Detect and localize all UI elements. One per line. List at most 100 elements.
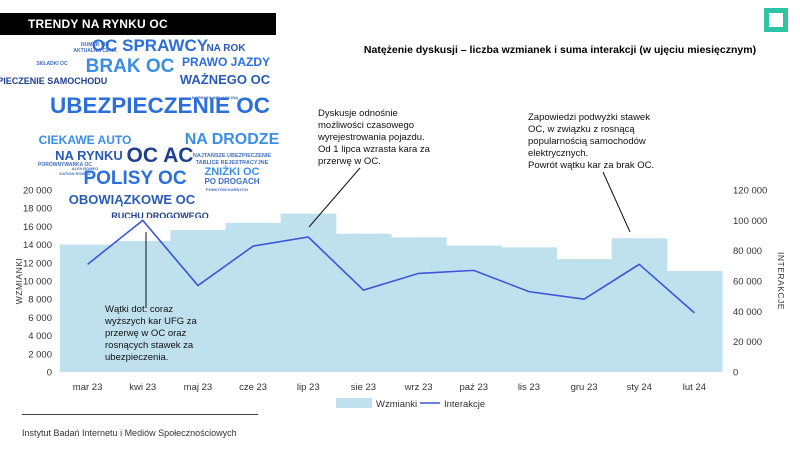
annotation-leader — [602, 171, 631, 233]
legend-label-wzmianki: Wzmianki — [376, 399, 417, 410]
word-cloud-word: OBOWIĄZKOWE OC — [69, 192, 196, 207]
annotation-line: elektrycznych. — [528, 148, 588, 159]
annotation-line: Od 1 lipca wzrasta kara za — [318, 144, 431, 155]
source-label: Instytut Badań Internetu i Mediów Społec… — [22, 428, 237, 438]
y-left-tick-label: 10 000 — [23, 277, 52, 288]
combo-chart: 0 2 000 4 000 6 000 8 000 10 000 12 000 14 000 1… — [14, 108, 786, 410]
word-cloud-word: NA DRODZE — [185, 131, 280, 148]
y-left-tick-label: 0 — [47, 368, 52, 379]
area-step-paź-23 — [446, 245, 502, 372]
x-tick-label: sty 24 — [627, 382, 652, 393]
legend: Wzmianki Interakcje — [336, 398, 485, 410]
x-tick-label: lut 24 — [683, 382, 706, 393]
y-left-tick-label: 8 000 — [28, 295, 52, 306]
x-tick-label: sie 23 — [351, 382, 376, 393]
y-left-tick-label: 18 000 — [23, 204, 52, 215]
word-cloud-word: PO DROGACH — [204, 177, 259, 186]
annotation-line: popularnością samochodów — [528, 136, 646, 147]
x-tick-label: gru 23 — [571, 382, 598, 393]
y-right-axis-title: INTERAKCJE — [776, 252, 786, 310]
annotation-leader — [308, 167, 361, 228]
word-cloud-word: WAŻNEGO OC — [180, 72, 271, 87]
y-right-tick-label: 20 000 — [733, 337, 762, 348]
area-step-gru-23 — [556, 259, 613, 372]
annotation-line: Zapowiedzi podwyżki stawek — [528, 112, 650, 123]
word-cloud-word: NA RYNKU — [55, 148, 123, 163]
word-cloud-word: NA ROK — [206, 43, 246, 54]
chart-heading: Natężenie dyskusji – liczba wzmianek i s… — [363, 44, 757, 56]
annotation-line: rosnących stawek za — [105, 340, 194, 351]
word-cloud-word: PRAWO JAZDY — [182, 55, 270, 69]
y-left-tick-label: 2 000 — [28, 349, 52, 360]
area-step-lis-23 — [501, 247, 557, 372]
legend-swatch-wzmianki — [336, 398, 372, 408]
word-cloud-word: PORÓWNYWARKA OC — [38, 160, 92, 168]
area-step-mar-23 — [60, 244, 116, 372]
word-cloud-word: RUCHU DROGOWEGO — [111, 211, 209, 218]
word-cloud-word: ZNIŻKI OC — [205, 165, 260, 178]
area-step-kwi-23 — [115, 240, 171, 372]
y-right-tick-label: 80 000 — [733, 246, 762, 257]
word-cloud-word: ALFA ROMEO — [72, 166, 99, 171]
word-cloud-word: OC AC — [127, 144, 194, 167]
y-right-tick-label: 40 000 — [733, 307, 762, 318]
series-interakcje-line — [87, 219, 695, 314]
annotation-line: przerwę w OC oraz — [105, 328, 187, 339]
annotation-line: Wątki dot. coraz — [105, 304, 173, 315]
x-tick-label: lip 23 — [297, 382, 320, 393]
word-cloud-word: NAJTAŃSZE UBEZPIECZENIE — [193, 151, 271, 159]
series-wzmianki — [60, 213, 723, 372]
word-cloud-word: KATION ROMEO — [59, 171, 90, 176]
y-left-tick-label: 12 000 — [23, 258, 52, 269]
area-step-sie-23 — [335, 233, 392, 372]
word-cloud-word: CIEKAWE AUTO — [39, 133, 132, 147]
word-cloud-word: POLISY OC — [83, 168, 186, 189]
annotation-line: Powrót wątku kar za brak OC. — [528, 160, 654, 171]
word-cloud-word: SKŁADKI OC — [36, 61, 68, 67]
annotation-line: wyrejestrowania pojazdu. — [317, 132, 425, 143]
word-cloud-word: KOREKTĄ INFLACYJNĄ — [192, 95, 238, 100]
word-cloud-word: PUNKTÓW KARNYCH — [206, 187, 248, 192]
word-cloud-word: UBEZPIECZENIE SAMOCHODU — [0, 76, 107, 86]
y-right-tick-label: 60 000 — [733, 277, 762, 288]
footer-divider — [22, 414, 258, 415]
word-cloud-word: AKTUALNA CENA — [73, 48, 117, 54]
x-tick-label: lis 23 — [518, 382, 540, 393]
area-step-wrz-23 — [391, 237, 447, 372]
annotation-line: wyższych kar UFG za — [104, 316, 198, 327]
x-tick-label: paź 23 — [459, 382, 488, 393]
section-title: TRENDY NA RYNKU OC — [0, 13, 276, 35]
word-cloud-word: BRAK OC — [86, 56, 175, 77]
y-left-axis-title: WZMIANKI — [14, 258, 24, 305]
x-tick-label: mar 23 — [73, 382, 103, 393]
annotation-line: ubezpieczenia. — [105, 352, 168, 363]
x-tick-label: cze 23 — [239, 382, 267, 393]
y-right-tick-label: 0 — [733, 368, 738, 379]
y-right-tick-label: 120 000 — [733, 186, 767, 197]
area-step-lut-24 — [666, 270, 723, 372]
word-cloud-word: NUMER VIN — [81, 42, 109, 48]
annotation-line: OC, w związku z rosnącą — [528, 124, 635, 135]
word-cloud-word: OC SPRAWCY — [92, 38, 209, 55]
area-step-cze-23 — [225, 222, 282, 372]
y-left-tick-label: 16 000 — [23, 222, 52, 233]
word-cloud-word: TABLICE REJESTRACYJNE — [196, 160, 269, 166]
brand-logo-icon — [764, 8, 788, 32]
y-left-tick-label: 20 000 — [23, 186, 52, 197]
y-left-tick-label: 6 000 — [28, 313, 52, 324]
y-left-tick-label: 14 000 — [23, 240, 52, 251]
area-step-maj-23 — [170, 230, 226, 372]
annotation-line: możliwości czasowego — [318, 120, 414, 131]
x-tick-label: kwi 23 — [129, 382, 156, 393]
y-left-tick-label: 4 000 — [28, 331, 52, 342]
x-tick-label: wrz 23 — [404, 382, 433, 393]
word-cloud-word: UBEZPIECZENIE OC — [50, 93, 270, 118]
annotation-line: przerwę w OC. — [318, 156, 381, 167]
x-tick-label: maj 23 — [184, 382, 213, 393]
annotation-line: Dyskusje odnośnie — [318, 108, 398, 119]
y-right-tick-label: 100 000 — [733, 216, 767, 227]
